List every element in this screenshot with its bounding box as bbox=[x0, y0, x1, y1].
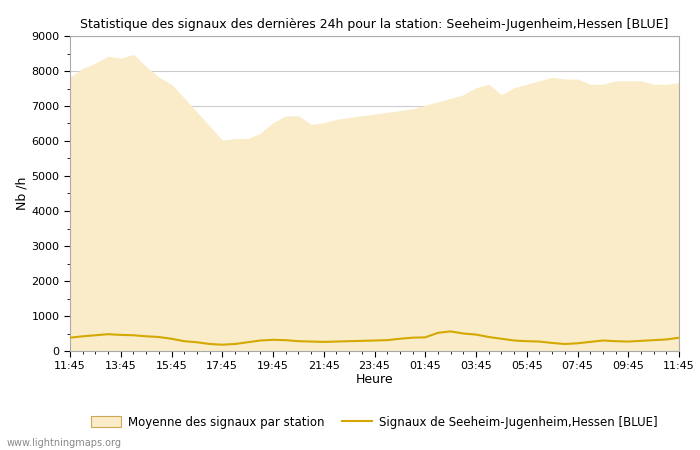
Y-axis label: Nb /h: Nb /h bbox=[15, 177, 29, 210]
Text: www.lightningmaps.org: www.lightningmaps.org bbox=[7, 438, 122, 448]
Legend: Moyenne des signaux par station, Signaux de Seeheim-Jugenheim,Hessen [BLUE]: Moyenne des signaux par station, Signaux… bbox=[87, 411, 662, 433]
Title: Statistique des signaux des dernières 24h pour la station: Seeheim-Jugenheim,Hes: Statistique des signaux des dernières 24… bbox=[80, 18, 668, 31]
X-axis label: Heure: Heure bbox=[356, 373, 393, 386]
